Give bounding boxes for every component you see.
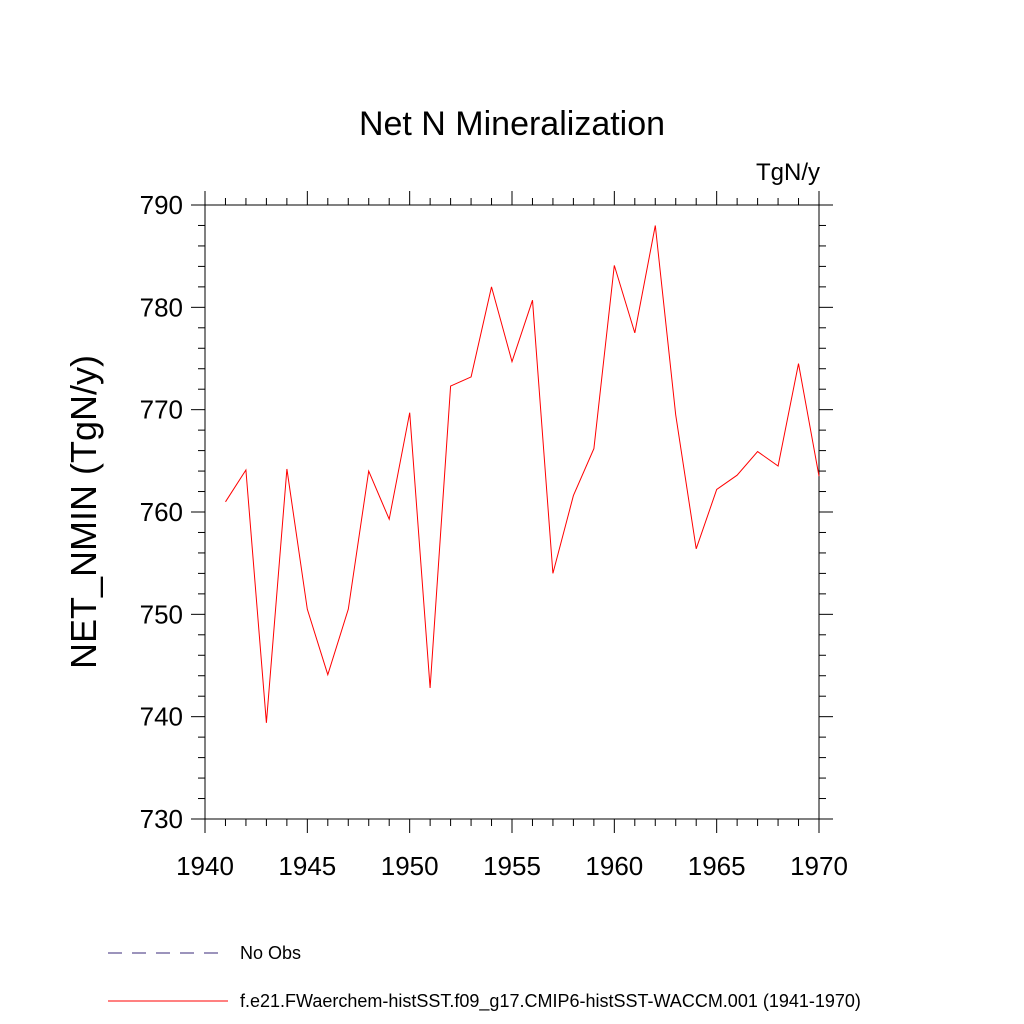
x-tick-labels: 1940 1945 1950 1955 1960 1965 1970 bbox=[176, 851, 848, 881]
y-tick-labels: 730 740 750 760 770 780 790 bbox=[140, 190, 183, 834]
chart-title: Net N Mineralization bbox=[359, 105, 665, 143]
x-tick-label: 1940 bbox=[176, 851, 234, 881]
legend-label-no-obs: No Obs bbox=[240, 943, 301, 963]
y-tick-label: 770 bbox=[140, 395, 183, 425]
y-axis-label: NET_NMIN (TgN/y) bbox=[63, 355, 104, 669]
series-line bbox=[225, 225, 820, 723]
y-tick-label: 750 bbox=[140, 599, 183, 629]
axis-ticks bbox=[191, 191, 833, 833]
legend-label-model: f.e21.FWaerchem-histSST.f09_g17.CMIP6-hi… bbox=[240, 991, 861, 1012]
x-tick-label: 1955 bbox=[483, 851, 541, 881]
x-tick-label: 1945 bbox=[278, 851, 336, 881]
y-tick-label: 730 bbox=[140, 804, 183, 834]
units-label: TgN/y bbox=[756, 159, 820, 186]
x-tick-label: 1965 bbox=[688, 851, 746, 881]
series-layer bbox=[225, 225, 820, 723]
y-tick-label: 740 bbox=[140, 702, 183, 732]
legend: No Obs f.e21.FWaerchem-histSST.f09_g17.C… bbox=[108, 943, 861, 1012]
x-tick-label: 1960 bbox=[585, 851, 643, 881]
plot-frame bbox=[204, 204, 820, 820]
x-tick-label: 1950 bbox=[381, 851, 439, 881]
y-tick-label: 790 bbox=[140, 190, 183, 220]
y-tick-label: 780 bbox=[140, 292, 183, 322]
x-tick-label: 1970 bbox=[790, 851, 848, 881]
y-tick-label: 760 bbox=[140, 497, 183, 527]
